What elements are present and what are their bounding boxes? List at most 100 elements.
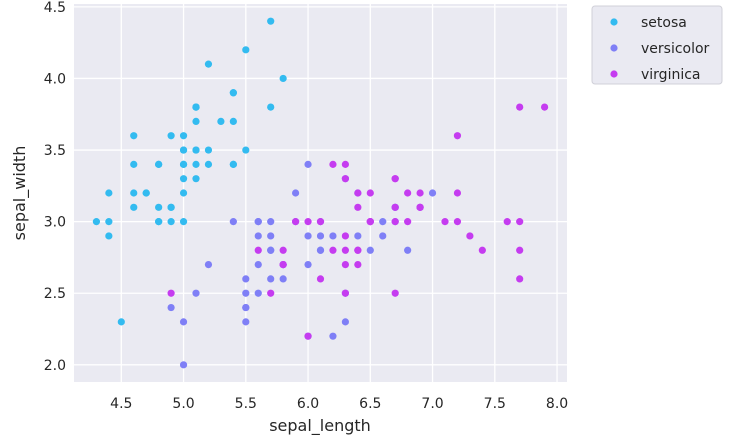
setosa-point xyxy=(155,218,163,226)
versicolor-point xyxy=(279,275,287,283)
versicolor-point xyxy=(379,218,387,226)
versicolor-point xyxy=(179,318,188,326)
legend-box xyxy=(591,5,723,85)
setosa-point xyxy=(192,117,200,126)
virginica-point xyxy=(267,289,275,297)
versicolor-point xyxy=(329,332,337,340)
setosa-point xyxy=(167,218,175,226)
setosa-point xyxy=(179,160,188,168)
versicolor-point xyxy=(192,289,200,297)
setosa-point xyxy=(267,17,275,25)
setosa-point xyxy=(179,132,188,140)
virginica-point xyxy=(354,189,362,197)
virginica-point xyxy=(279,260,287,269)
versicolor-point xyxy=(179,361,188,369)
virginica-point xyxy=(316,218,325,226)
versicolor-point xyxy=(354,232,362,240)
versicolor-point xyxy=(329,232,337,240)
virginica-point xyxy=(341,260,349,269)
versicolor-point xyxy=(404,246,412,254)
x-tick-label: 4.5 xyxy=(110,396,132,412)
versicolor-point xyxy=(242,303,250,312)
setosa-point xyxy=(179,175,188,183)
virginica-point xyxy=(478,246,486,254)
setosa-point xyxy=(279,74,287,83)
virginica-point xyxy=(391,218,399,226)
setosa-point xyxy=(192,146,200,154)
setosa-point xyxy=(92,218,101,226)
virginica-point xyxy=(354,260,362,269)
y-tick-label: 3.5 xyxy=(44,143,66,159)
versicolor-point xyxy=(304,232,312,240)
y-axis-ticks: 2.0 2.5 3.0 3.5 4.0 4.5 xyxy=(44,0,66,374)
versicolor-point xyxy=(316,246,325,254)
virginica-point xyxy=(391,175,399,183)
virginica-point xyxy=(391,203,399,211)
virginica-point xyxy=(366,189,374,197)
versicolor-point xyxy=(254,260,262,269)
virginica-point xyxy=(341,175,349,183)
versicolor-point xyxy=(267,275,275,283)
setosa-point xyxy=(130,189,138,197)
setosa-point xyxy=(229,160,237,168)
y-tick-label: 3.0 xyxy=(44,215,66,231)
setosa-point xyxy=(105,189,113,197)
virginica-point xyxy=(366,218,374,226)
legend: setosa versicolor virginica xyxy=(591,5,723,85)
versicolor-point xyxy=(267,232,275,240)
virginica-point xyxy=(341,160,349,168)
virginica-point xyxy=(453,218,462,226)
setosa-point xyxy=(167,203,175,211)
y-axis-label: sepal_width xyxy=(10,146,30,241)
setosa-point xyxy=(204,60,213,68)
x-axis-ticks: 4.5 5.0 5.5 6.0 6.5 7.0 7.5 8.0 xyxy=(110,396,568,412)
setosa-point xyxy=(130,160,138,168)
setosa-point xyxy=(229,117,237,126)
setosa-point xyxy=(267,103,275,111)
virginica-point xyxy=(516,103,524,111)
virginica-point xyxy=(304,332,312,340)
setosa-point xyxy=(192,175,200,183)
y-tick-label: 2.5 xyxy=(44,286,66,302)
virginica-point xyxy=(404,189,412,197)
setosa-point xyxy=(229,89,237,97)
x-tick-label: 5.5 xyxy=(235,396,257,412)
virginica-point xyxy=(516,218,524,226)
setosa-point xyxy=(117,318,125,326)
virginica-point xyxy=(540,103,549,111)
virginica-point xyxy=(279,246,287,254)
virginica-point xyxy=(516,275,524,283)
versicolor-point xyxy=(428,189,437,197)
versicolor-point xyxy=(242,275,250,283)
x-tick-label: 5.0 xyxy=(172,396,194,412)
virginica-point xyxy=(341,232,349,240)
setosa-point xyxy=(179,146,188,154)
x-tick-label: 7.0 xyxy=(421,396,443,412)
virginica-point xyxy=(466,232,474,240)
legend-label-virginica: virginica xyxy=(641,67,701,83)
setosa-point xyxy=(142,189,150,197)
setosa-point xyxy=(105,232,113,240)
virginica-point xyxy=(316,275,325,283)
virginica-point xyxy=(404,218,412,226)
virginica-point xyxy=(304,218,312,226)
versicolor-point xyxy=(242,318,250,326)
x-tick-label: 7.5 xyxy=(484,396,506,412)
setosa-point xyxy=(217,117,225,126)
virginica-point xyxy=(416,203,424,211)
versicolor-point xyxy=(341,318,349,326)
virginica-point xyxy=(391,289,399,297)
setosa-point xyxy=(204,146,213,154)
versicolor-point xyxy=(316,232,325,240)
setosa-point xyxy=(192,103,200,111)
virginica-point xyxy=(354,203,362,211)
virginica-point xyxy=(341,289,349,297)
setosa-point xyxy=(192,160,200,168)
virginica-point xyxy=(441,218,449,226)
legend-marker-setosa xyxy=(610,18,618,26)
setosa-point xyxy=(242,46,250,54)
versicolor-point xyxy=(229,218,237,226)
x-tick-label: 6.5 xyxy=(359,396,381,412)
setosa-point xyxy=(155,203,163,211)
virginica-point xyxy=(167,289,175,297)
